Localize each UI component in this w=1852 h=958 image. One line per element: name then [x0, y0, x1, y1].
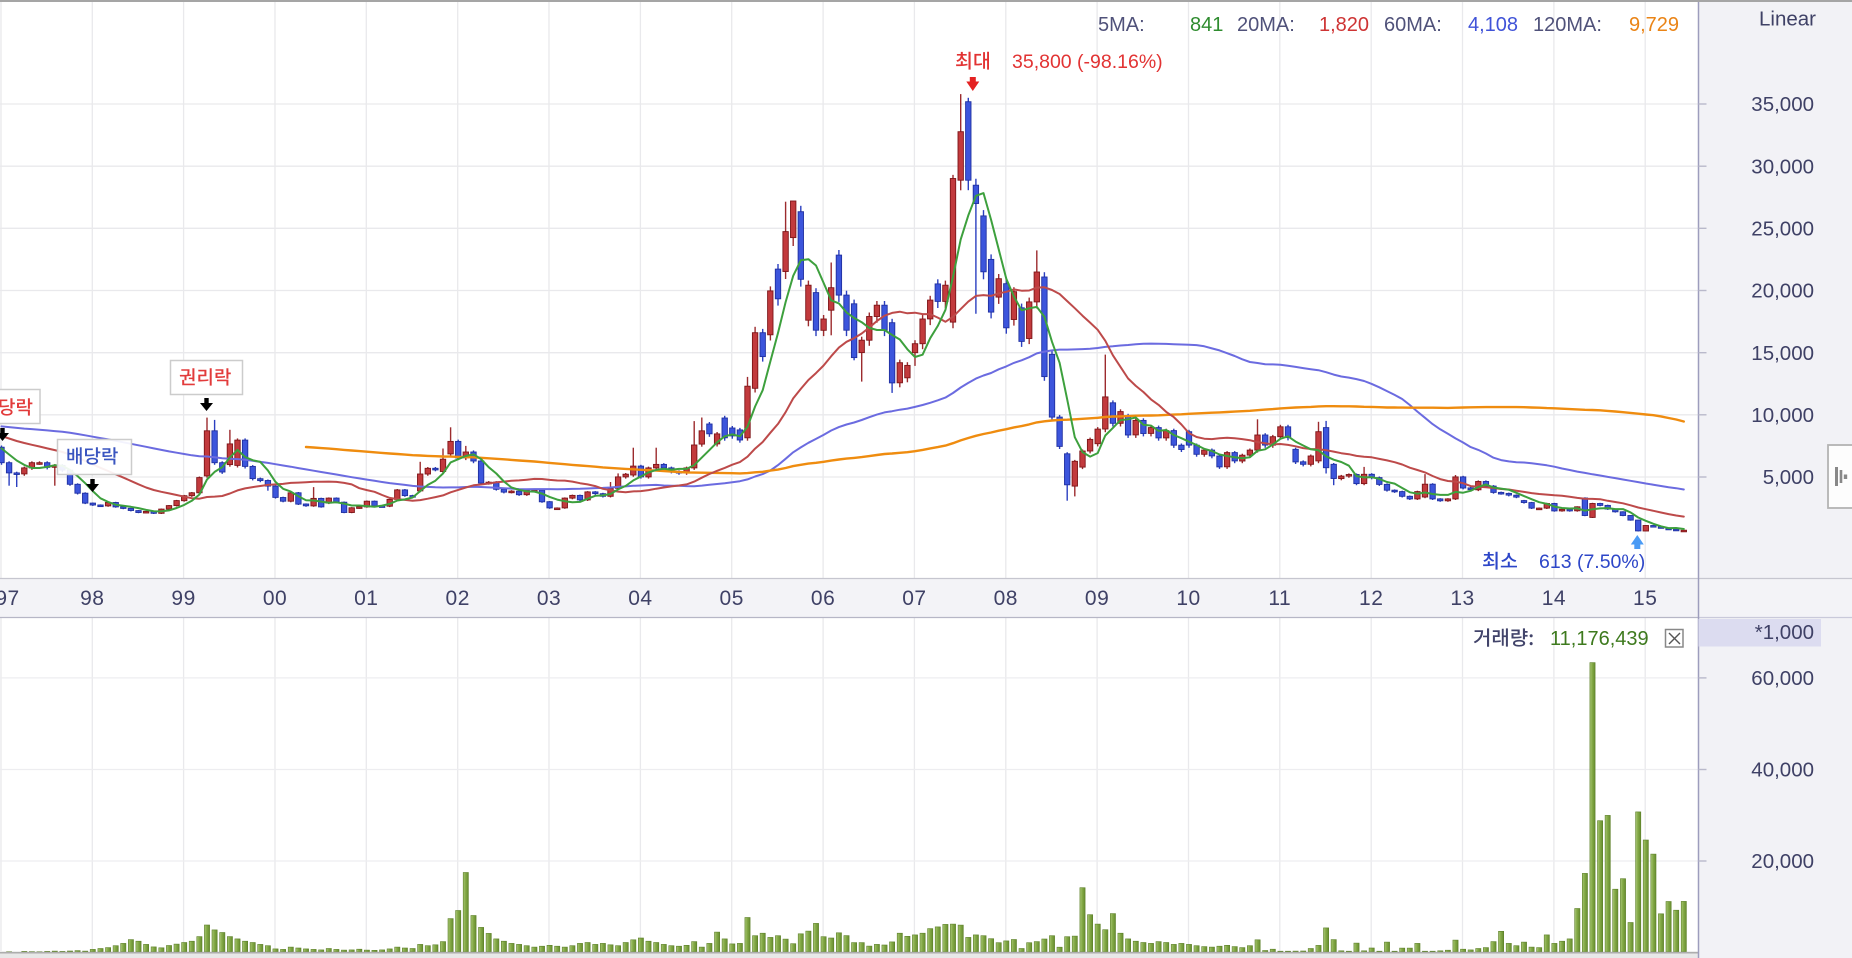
svg-text:*1,000: *1,000 — [1755, 621, 1814, 644]
svg-text:35,800 (-98.16%): 35,800 (-98.16%) — [1012, 51, 1163, 73]
svg-text:5,000: 5,000 — [1763, 466, 1814, 489]
svg-text:97: 97 — [0, 587, 20, 610]
svg-text:15,000: 15,000 — [1751, 342, 1814, 365]
svg-text:05: 05 — [720, 587, 744, 610]
svg-text:20MA:: 20MA: — [1237, 14, 1295, 36]
svg-text:15: 15 — [1633, 587, 1657, 610]
svg-text:98: 98 — [80, 587, 104, 610]
svg-text:01: 01 — [354, 587, 378, 610]
svg-text:06: 06 — [811, 587, 835, 610]
svg-text:35,000: 35,000 — [1751, 93, 1814, 116]
svg-text:40,000: 40,000 — [1751, 759, 1814, 782]
svg-text:25,000: 25,000 — [1751, 218, 1814, 241]
svg-text:Linear: Linear — [1759, 8, 1816, 31]
svg-text:09: 09 — [1085, 587, 1109, 610]
svg-text:04: 04 — [628, 587, 652, 610]
svg-text:10,000: 10,000 — [1751, 404, 1814, 427]
svg-text:07: 07 — [902, 587, 926, 610]
svg-text:9,729: 9,729 — [1629, 14, 1679, 36]
svg-text:11,176,439: 11,176,439 — [1550, 628, 1649, 650]
svg-text:841: 841 — [1190, 14, 1223, 36]
svg-text:14: 14 — [1542, 587, 1566, 610]
svg-text:10: 10 — [1176, 587, 1200, 610]
svg-text:00: 00 — [263, 587, 287, 610]
svg-text:11: 11 — [1268, 587, 1291, 610]
svg-text:1,820: 1,820 — [1319, 14, 1369, 36]
svg-text:12: 12 — [1359, 587, 1383, 610]
svg-text:60,000: 60,000 — [1751, 667, 1814, 690]
svg-text:20,000: 20,000 — [1751, 280, 1814, 303]
svg-text:08: 08 — [994, 587, 1018, 610]
svg-text:613 (7.50%): 613 (7.50%) — [1539, 551, 1645, 573]
svg-text:99: 99 — [171, 587, 195, 610]
svg-text:5MA:: 5MA: — [1098, 14, 1145, 36]
svg-text:02: 02 — [446, 587, 470, 610]
svg-text:30,000: 30,000 — [1751, 155, 1814, 178]
svg-text:120MA:: 120MA: — [1533, 14, 1602, 36]
svg-text:60MA:: 60MA: — [1384, 14, 1442, 36]
svg-text:20,000: 20,000 — [1751, 850, 1814, 873]
svg-text:4,108: 4,108 — [1468, 14, 1518, 36]
svg-text:13: 13 — [1450, 587, 1474, 610]
svg-text:03: 03 — [537, 587, 561, 610]
